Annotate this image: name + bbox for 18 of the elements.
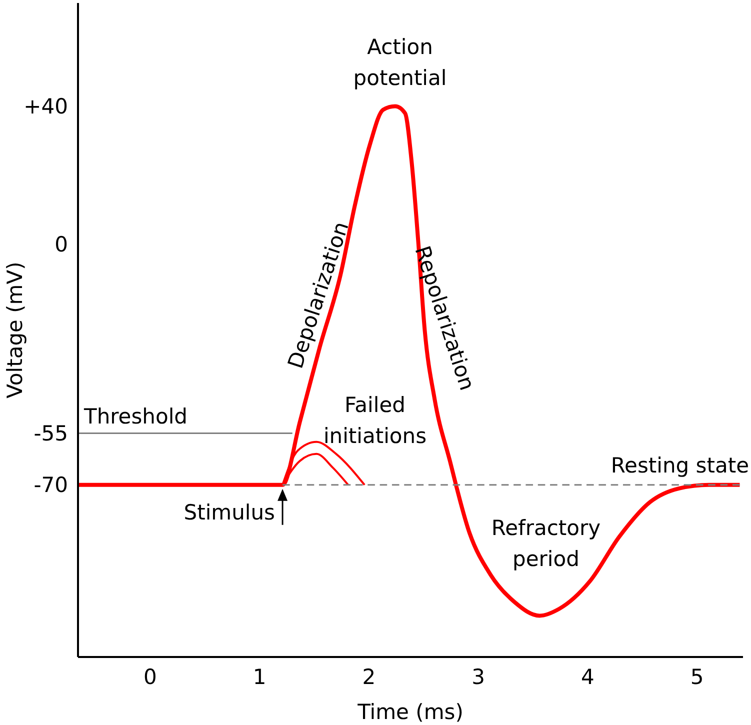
y-tick-label: -70	[34, 473, 68, 498]
x-tick-label: 1	[252, 665, 266, 689]
y-axis-title: Voltage (mV)	[3, 262, 27, 398]
y-tick-label: 0	[54, 232, 68, 256]
annotation: Stimulus	[184, 500, 275, 524]
annotation: Failed initiations	[323, 392, 427, 448]
x-tick-label: 2	[362, 665, 376, 689]
x-tick-label: 0	[144, 665, 157, 689]
x-tick-label: 3	[472, 665, 485, 689]
y-tick-label: -55	[34, 422, 68, 446]
annotation: Action potential	[353, 34, 447, 90]
annotation: Resting state	[610, 453, 749, 478]
y-tick-label: +40	[24, 94, 68, 119]
annotation: Threshold	[83, 404, 188, 428]
annotation: Refractory period	[491, 516, 601, 571]
x-tick-label: 4	[581, 665, 594, 689]
x-axis-title: Time (ms)	[356, 700, 464, 724]
x-tick-label: 5	[690, 665, 704, 689]
